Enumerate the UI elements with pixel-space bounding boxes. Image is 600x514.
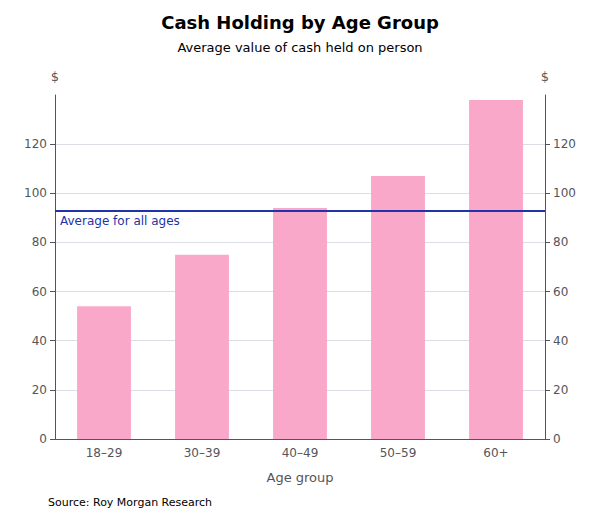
svg-text:30–39: 30–39 <box>184 446 221 460</box>
svg-text:20: 20 <box>553 383 568 397</box>
svg-text:$: $ <box>541 69 549 84</box>
svg-text:Cash Holding by Age Group: Cash Holding by Age Group <box>161 12 439 33</box>
svg-text:$: $ <box>51 69 59 84</box>
svg-text:100: 100 <box>553 186 576 200</box>
svg-text:80: 80 <box>553 235 568 249</box>
svg-text:120: 120 <box>553 137 576 151</box>
svg-text:40: 40 <box>32 334 47 348</box>
svg-text:50–59: 50–59 <box>380 446 417 460</box>
svg-text:Source: Roy Morgan Research: Source: Roy Morgan Research <box>48 496 212 509</box>
svg-text:20: 20 <box>32 383 47 397</box>
svg-text:60+: 60+ <box>483 446 508 460</box>
svg-text:60: 60 <box>32 285 47 299</box>
svg-text:0: 0 <box>553 432 561 446</box>
svg-text:80: 80 <box>32 235 47 249</box>
svg-text:120: 120 <box>24 137 47 151</box>
svg-text:40: 40 <box>553 334 568 348</box>
svg-text:100: 100 <box>24 186 47 200</box>
svg-text:Average for all ages: Average for all ages <box>60 214 180 228</box>
svg-text:Average value of cash held on: Average value of cash held on person <box>177 40 422 55</box>
svg-text:18–29: 18–29 <box>86 446 123 460</box>
svg-text:60: 60 <box>553 285 568 299</box>
svg-text:0: 0 <box>39 432 47 446</box>
svg-text:Age group: Age group <box>266 470 333 485</box>
svg-text:40–49: 40–49 <box>282 446 319 460</box>
